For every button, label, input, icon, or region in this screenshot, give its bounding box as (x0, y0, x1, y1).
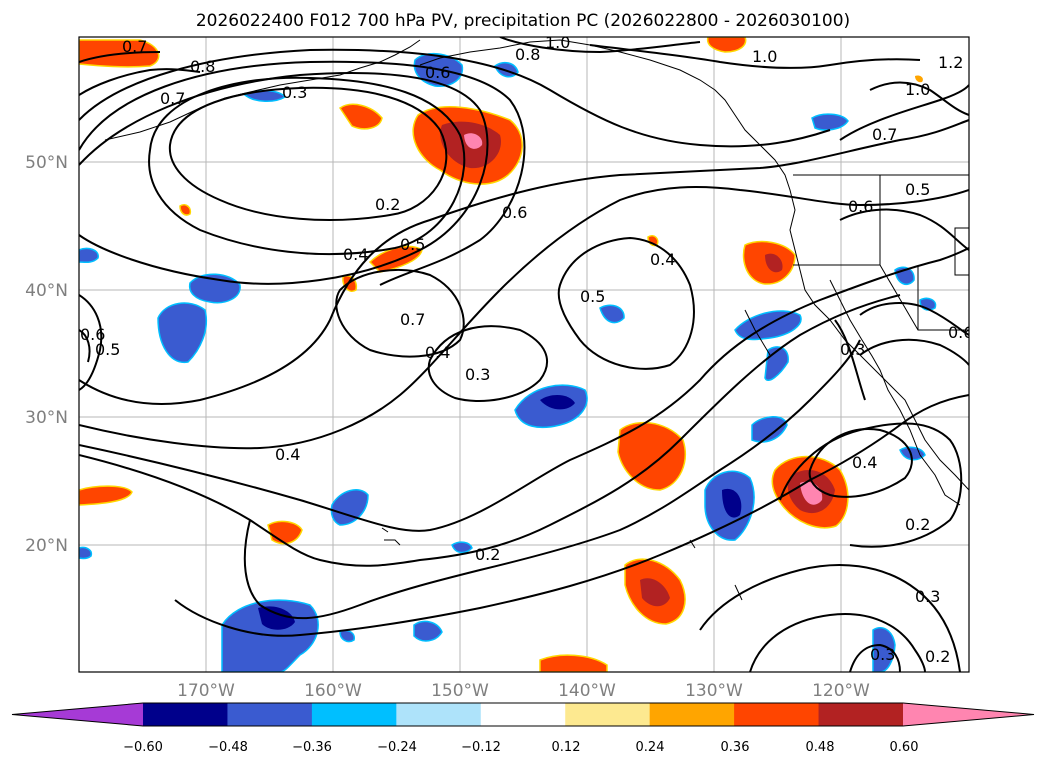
precip-positive-patch (624, 558, 686, 625)
colorbar-extend-max (903, 703, 1034, 726)
precip-positive-patch (412, 106, 523, 185)
map-panel: 0.7 0.8 1.0 0.8 1.0 1.2 1.0 0.7 0.6 0.7 … (78, 33, 973, 673)
precip-negative-patch (704, 470, 755, 541)
colorbar-outline (11, 702, 1035, 727)
contour-label: 0.5 (905, 180, 930, 199)
precip-positive-patch (338, 103, 383, 130)
contour-label: 0.5 (580, 287, 605, 306)
contour-label: 0.4 (650, 250, 675, 269)
precip-positive-patch (79, 485, 133, 506)
colorbar-tick: −0.24 (377, 740, 417, 755)
contour-label: 0.8 (190, 57, 215, 76)
contour-label: 0.6 (425, 63, 450, 82)
lon-label: 130°W (685, 681, 743, 701)
contour-label: 0.7 (122, 37, 147, 56)
contour-label: 0.6 (848, 197, 873, 216)
contour-label: 0.7 (872, 125, 897, 144)
contour-label: 0.5 (400, 235, 425, 254)
lat-label: 20°N (25, 536, 68, 556)
lat-label: 40°N (25, 281, 68, 301)
colorbar-tick: −0.48 (208, 740, 248, 755)
contour-label: 0.3 (870, 645, 895, 664)
precip-negative-patch (811, 113, 849, 131)
lat-label: 50°N (25, 153, 68, 173)
contour-label: 1.0 (545, 33, 570, 52)
contour-label: 0.6 (948, 323, 973, 342)
colorbar-tick-labels: −0.60 −0.48 −0.36 −0.24 −0.12 0.12 0.24 … (123, 740, 918, 755)
precip-positive-patch (706, 37, 747, 53)
contour-label: 0.2 (475, 545, 500, 564)
precip-positive-patch (617, 421, 686, 491)
contour-label: 0.3 (915, 587, 940, 606)
lon-label: 140°W (558, 681, 616, 701)
contour-label: 0.6 (80, 325, 105, 344)
precip-positive-patch (179, 203, 192, 216)
contour-label: 0.3 (840, 340, 865, 359)
colorbar-tick: 0.24 (636, 740, 665, 755)
precip-positive-patch (915, 75, 923, 83)
precip-anomaly-patches (79, 37, 937, 672)
contour-label: 0.2 (925, 647, 950, 666)
contour-label: 1.0 (905, 80, 930, 99)
pv-contour-labels: 0.7 0.8 1.0 0.8 1.0 1.2 1.0 0.7 0.6 0.7 … (80, 33, 973, 666)
precip-negative-patch (751, 416, 788, 443)
colorbar-tick: −0.60 (123, 740, 163, 755)
colorbar-tick: 0.36 (721, 740, 750, 755)
colorbar: −0.60 −0.48 −0.36 −0.24 −0.12 0.12 0.24 … (11, 702, 1035, 755)
contour-label: 0.4 (275, 445, 300, 464)
contour-label: 1.2 (938, 53, 963, 72)
colorbar-segments (11, 702, 1035, 727)
precip-positive-patch (539, 654, 608, 672)
contour-label: 0.7 (400, 310, 425, 329)
precip-negative-patch (79, 546, 93, 560)
contour-label: 0.2 (905, 515, 930, 534)
colorbar-tick: 0.48 (806, 740, 835, 755)
precip-negative-patch (514, 384, 588, 429)
precip-positive-patch (771, 455, 849, 529)
colorbar-extend-min (12, 703, 143, 726)
precip-positive-patch (742, 240, 796, 285)
map-frame (78, 36, 970, 673)
precip-negative-patch (413, 620, 443, 642)
contour-label: 1.0 (752, 47, 777, 66)
lat-label: 30°N (25, 408, 68, 428)
colorbar-segment (227, 703, 313, 726)
colorbar-segment (565, 703, 651, 726)
precip-negative-patch (157, 302, 207, 363)
contour-label: 0.3 (465, 365, 490, 384)
contour-label: 0.3 (282, 83, 307, 102)
colorbar-segment (649, 703, 735, 726)
colorbar-segment (396, 703, 482, 726)
contour-label: 0.4 (425, 343, 450, 362)
lon-label: 120°W (812, 681, 870, 701)
contour-label: 0.8 (515, 45, 540, 64)
contour-label: 0.4 (343, 245, 368, 264)
colorbar-segment (734, 703, 820, 726)
colorbar-segment (143, 703, 228, 726)
precip-negative-patch (79, 247, 99, 264)
pv-contours (79, 37, 969, 672)
contour-label: 0.4 (852, 453, 877, 472)
contour-label: 0.2 (375, 195, 400, 214)
colorbar-tick: 0.60 (890, 740, 919, 755)
lon-label: 170°W (177, 681, 235, 701)
precip-negative-patch (599, 304, 625, 324)
colorbar-segment (818, 703, 904, 726)
colorbar-segment (480, 703, 566, 726)
precip-negative-patch (330, 489, 369, 526)
contour-label: 0.6 (502, 203, 527, 222)
colorbar-tick: 0.12 (552, 740, 581, 755)
lon-label: 160°W (304, 681, 362, 701)
colorbar-tick: −0.36 (292, 740, 332, 755)
contour-label: 0.7 (160, 89, 185, 108)
colorbar-tick: −0.12 (461, 740, 501, 755)
contour-label: 0.5 (95, 340, 120, 359)
precip-negative-patch (451, 541, 473, 554)
map-title: 2026022400 F012 700 hPa PV, precipitatio… (196, 11, 850, 31)
longitude-labels: 170°W 160°W 150°W 140°W 130°W 120°W (177, 681, 870, 701)
colorbar-segment (311, 703, 397, 726)
latitude-labels: 50°N 40°N 30°N 20°N (25, 153, 68, 556)
lon-label: 150°W (431, 681, 489, 701)
